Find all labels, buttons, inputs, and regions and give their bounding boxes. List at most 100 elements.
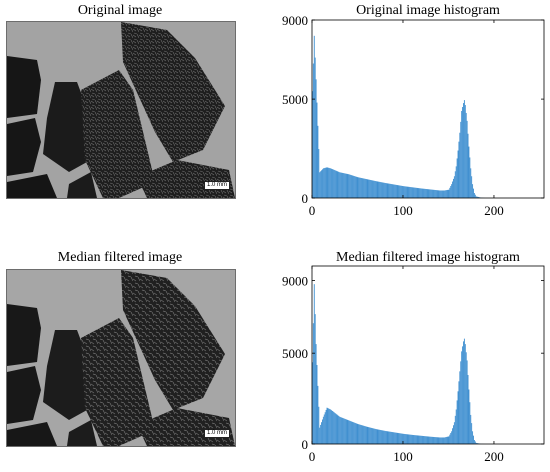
- histogram-bar: [458, 141, 460, 198]
- histogram-bar: [463, 338, 465, 444]
- original-micrograph: 1.0 mm: [6, 21, 236, 199]
- histogram-bar: [444, 437, 446, 444]
- histogram-bar: [383, 430, 385, 444]
- histogram-bar: [430, 189, 432, 198]
- histogram-bar: [342, 173, 344, 198]
- histogram-bar: [370, 180, 372, 198]
- histogram-bar: [329, 409, 331, 444]
- histogram-bar: [393, 184, 395, 198]
- histogram-bar: [351, 175, 353, 198]
- histogram-bar: [318, 406, 320, 444]
- original-histogram-title: Original image histogram: [356, 3, 500, 18]
- histogram-bar: [362, 425, 364, 444]
- histogram-bar: [345, 173, 347, 198]
- histogram-bar: [376, 181, 378, 198]
- histogram-bar: [438, 437, 440, 444]
- histogram-bar: [402, 433, 404, 444]
- histogram-bar: [402, 186, 404, 198]
- histogram-bar: [365, 426, 367, 444]
- histogram-bar: [428, 436, 430, 444]
- plot-frame: [311, 19, 545, 199]
- histogram-bar: [377, 181, 379, 198]
- histogram-bar: [332, 410, 333, 444]
- histogram-bar: [396, 185, 398, 198]
- histogram-bar: [312, 362, 313, 444]
- histogram-bar: [372, 180, 374, 198]
- histogram-bar: [346, 419, 348, 444]
- histogram-bar: [385, 431, 387, 444]
- histogram-bar: [321, 422, 323, 444]
- histogram-bar: [333, 169, 335, 198]
- histogram-bar: [411, 434, 413, 444]
- histogram-bar: [454, 415, 456, 444]
- histogram-bar: [434, 437, 436, 444]
- histogram-bar: [390, 431, 392, 444]
- histogram-bar: [322, 169, 323, 198]
- histogram-bar: [417, 188, 419, 198]
- histogram-bar: [401, 433, 403, 444]
- histogram-bar: [316, 102, 318, 198]
- histogram-bar: [450, 432, 452, 444]
- histogram-bar: [312, 323, 314, 444]
- histogram-bar: [339, 172, 341, 198]
- histogram-bar: [388, 183, 390, 198]
- histogram-bar: [381, 182, 383, 198]
- histogram-bar: [358, 177, 360, 198]
- histogram-bar: [419, 435, 421, 444]
- histogram-bar: [357, 177, 359, 198]
- histogram-bar: [403, 186, 405, 198]
- histogram-bar: [327, 167, 329, 198]
- histogram-bar: [315, 344, 317, 444]
- histogram-bar: [387, 431, 389, 444]
- histogram-bar: [469, 157, 471, 198]
- histogram-bar: [350, 421, 352, 444]
- histogram-bar: [326, 167, 328, 198]
- original-histogram: 0 100 200 0 5000 9000: [282, 0, 547, 224]
- histogram-bar: [400, 433, 402, 444]
- histogram-bar: [378, 429, 380, 444]
- original-micrograph-drawing: [7, 22, 235, 198]
- histogram-bar: [337, 171, 339, 198]
- histogram-bar: [365, 179, 367, 198]
- scale-bar-label: 1.0 mm: [203, 181, 230, 190]
- histogram-bar: [400, 185, 402, 198]
- histogram-bar: [417, 435, 419, 444]
- histogram-bar: [402, 433, 403, 444]
- histogram-bar: [392, 184, 394, 198]
- median-histogram-title: Median filtered image histogram: [336, 250, 520, 265]
- histogram-bar: [439, 437, 441, 444]
- histogram-bar: [461, 110, 463, 198]
- histogram-bar: [352, 175, 353, 198]
- histogram-bar: [436, 437, 438, 444]
- histogram-bar: [447, 436, 449, 444]
- histogram-bar: [474, 194, 476, 198]
- median-histogram: 0 100 200 0 5000 9000: [282, 246, 547, 470]
- histogram-bar: [454, 171, 456, 198]
- histogram-bar: [342, 417, 343, 444]
- y-tick-label: 9000: [282, 13, 308, 28]
- histogram-bar: [347, 174, 349, 198]
- histogram-bar: [324, 412, 326, 444]
- histogram-bar: [361, 425, 363, 444]
- histogram-bar: [445, 437, 447, 444]
- histogram-bar: [370, 427, 372, 444]
- histogram-bar: [418, 188, 420, 198]
- histogram-bar: [364, 426, 366, 444]
- histogram-bar: [457, 150, 459, 198]
- histogram-bar: [344, 418, 346, 444]
- x-tick-label: 100: [393, 449, 413, 464]
- histogram-bar: [332, 169, 333, 198]
- histogram-bar: [422, 435, 423, 444]
- histogram-bar: [325, 409, 327, 444]
- histogram-bar: [362, 178, 364, 198]
- histogram-bar: [385, 183, 387, 198]
- histogram-bar: [428, 189, 430, 198]
- histogram-bar: [345, 419, 347, 444]
- histogram-bar: [420, 435, 422, 444]
- histogram-bar: [325, 167, 327, 198]
- histogram-bar: [322, 419, 323, 444]
- histogram-bar: [421, 188, 423, 198]
- histogram-bar: [378, 181, 380, 198]
- histogram-bar: [456, 400, 458, 444]
- histogram-bar: [445, 190, 447, 198]
